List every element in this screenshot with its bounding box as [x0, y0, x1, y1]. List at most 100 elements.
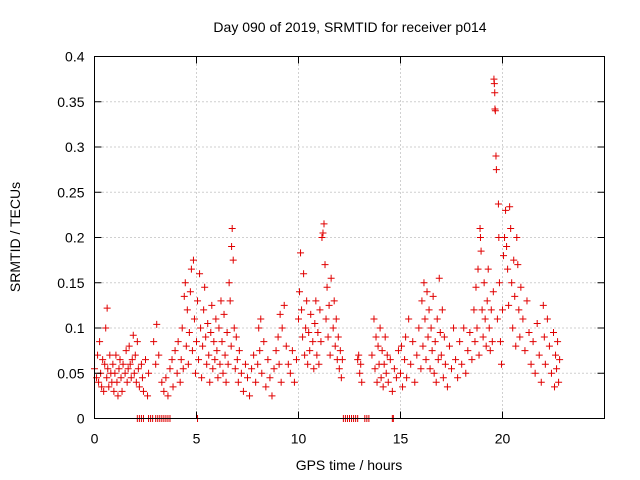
data-point	[370, 315, 378, 323]
data-point	[399, 383, 407, 391]
data-point	[199, 342, 207, 350]
data-point	[555, 378, 563, 386]
data-point	[466, 329, 474, 337]
data-point	[482, 342, 490, 350]
data-point	[98, 383, 106, 391]
x-tick-label: 0	[91, 431, 99, 447]
data-point	[317, 338, 325, 346]
data-point	[292, 356, 300, 364]
data-point	[168, 356, 176, 364]
data-point	[334, 333, 342, 341]
data-point	[521, 347, 529, 355]
data-point	[475, 351, 483, 359]
data-point	[529, 338, 537, 346]
data-point	[205, 351, 213, 359]
data-point	[116, 356, 124, 364]
data-point	[430, 369, 438, 377]
data-point	[401, 356, 409, 364]
data-point	[493, 315, 501, 323]
data-point	[299, 333, 307, 341]
data-points	[91, 75, 564, 422]
data-point	[509, 324, 517, 332]
data-point	[262, 383, 270, 391]
data-point	[484, 265, 492, 273]
data-point	[380, 360, 388, 368]
data-point	[468, 356, 476, 364]
data-point	[499, 306, 506, 314]
data-point	[508, 279, 516, 287]
y-axis-label: SRMTID / TECUs	[7, 182, 23, 292]
data-point	[519, 315, 527, 323]
data-point	[302, 324, 310, 332]
data-point	[433, 315, 441, 323]
data-point	[323, 283, 331, 291]
data-point	[428, 347, 436, 355]
data-point	[329, 324, 337, 332]
data-point	[197, 324, 205, 332]
data-point	[94, 351, 102, 359]
data-point	[280, 301, 288, 309]
data-point	[320, 220, 328, 228]
data-point	[472, 283, 480, 291]
data-point	[310, 365, 318, 373]
data-point	[413, 351, 421, 359]
data-point	[130, 369, 138, 377]
data-point	[128, 356, 136, 364]
data-point	[123, 378, 131, 386]
data-point	[462, 369, 470, 377]
data-point	[194, 297, 202, 305]
data-point	[445, 342, 453, 350]
data-point	[223, 329, 231, 337]
data-point	[257, 315, 265, 323]
data-point	[316, 306, 324, 314]
data-point	[224, 360, 232, 368]
data-point	[122, 347, 130, 355]
data-point	[160, 387, 168, 395]
x-tick-label: 15	[393, 431, 409, 447]
data-point	[489, 288, 497, 296]
data-point	[177, 356, 185, 364]
data-point	[286, 369, 294, 377]
data-point	[104, 365, 112, 373]
data-point	[420, 279, 428, 287]
data-point	[119, 360, 127, 368]
data-point	[233, 356, 241, 364]
data-point	[432, 378, 440, 386]
data-point	[203, 360, 211, 368]
data-point	[134, 365, 142, 373]
data-point	[201, 283, 209, 291]
data-point	[492, 152, 500, 160]
data-point	[100, 387, 108, 395]
data-point	[553, 365, 561, 373]
data-point	[480, 279, 488, 287]
data-point	[321, 261, 329, 269]
data-point	[204, 319, 212, 327]
data-point	[103, 304, 111, 312]
data-point	[208, 301, 216, 309]
data-point	[492, 166, 500, 174]
data-point	[535, 351, 543, 359]
data-point	[155, 351, 163, 359]
data-point	[187, 265, 195, 273]
data-point	[311, 319, 319, 327]
data-point	[354, 356, 362, 364]
data-point	[184, 360, 192, 368]
data-point	[377, 374, 385, 382]
data-point	[376, 324, 384, 332]
data-point	[517, 283, 525, 291]
data-point	[306, 347, 314, 355]
data-point	[185, 329, 193, 337]
data-point	[206, 378, 214, 386]
data-point	[497, 360, 505, 368]
data-point	[178, 324, 186, 332]
data-point	[96, 338, 104, 346]
data-point	[552, 351, 560, 359]
data-point	[507, 224, 515, 232]
data-point	[458, 360, 466, 368]
data-point	[150, 338, 158, 346]
data-point	[435, 274, 443, 282]
data-point	[460, 324, 468, 332]
y-tick-label: 0.4	[65, 49, 85, 65]
data-point	[496, 338, 504, 346]
